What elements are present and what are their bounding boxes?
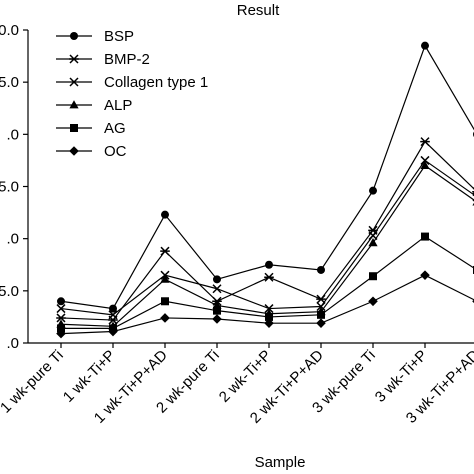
x-tick-label: 1 wk-pure Ti — [0, 347, 67, 417]
marker-square — [265, 312, 273, 321]
legend-entry: OC — [56, 143, 127, 160]
marker-diamond — [56, 328, 66, 339]
marker-diamond — [368, 296, 378, 307]
marker-square — [317, 310, 325, 319]
legend-label: AG — [104, 120, 126, 137]
marker-x — [69, 77, 79, 87]
marker-diamond — [420, 270, 430, 280]
series-bsp — [57, 41, 474, 313]
y-tick-label: 5.0 — [0, 179, 19, 196]
marker-asterisk — [160, 246, 170, 256]
legend-label: ALP — [104, 97, 132, 114]
marker-circle — [317, 265, 325, 274]
marker-square — [369, 272, 377, 281]
marker-triangle — [69, 100, 79, 109]
marker-diamond — [108, 326, 118, 337]
marker-diamond — [69, 146, 79, 156]
y-tick-label: .0 — [6, 231, 19, 248]
legend-label: OC — [104, 143, 127, 160]
marker-x — [56, 304, 66, 314]
marker-circle — [369, 186, 377, 195]
marker-circle — [421, 41, 429, 50]
marker-circle — [70, 32, 78, 40]
series-line — [60, 140, 474, 321]
marker-square — [213, 306, 221, 315]
marker-square — [421, 232, 429, 241]
y-axis-ticks: .0 5.0 .0 5.0 .0 5.0 0.0 — [0, 22, 28, 352]
series-collagen-type-1 — [56, 155, 474, 320]
series-oc — [56, 270, 474, 339]
x-axis-title: Sample — [255, 454, 306, 471]
marker-square — [161, 297, 169, 306]
chart-title: Result — [237, 2, 280, 19]
marker-circle — [161, 210, 169, 219]
marker-asterisk — [69, 54, 79, 64]
marker-triangle — [368, 238, 378, 247]
marker-asterisk — [264, 272, 274, 282]
legend-label: BSP — [104, 28, 134, 45]
legend-entry: AG — [56, 120, 126, 137]
marker-x — [212, 284, 222, 294]
marker-diamond — [160, 313, 170, 323]
legend-entry: ALP — [56, 97, 132, 114]
marker-square — [57, 324, 65, 333]
y-tick-label: 0.0 — [0, 22, 19, 39]
series-layer — [56, 41, 474, 339]
marker-circle — [57, 297, 65, 306]
series-bmp-2 — [56, 137, 474, 325]
marker-triangle — [160, 274, 170, 283]
marker-square — [70, 124, 78, 132]
marker-asterisk — [56, 313, 66, 323]
marker-diamond — [212, 314, 222, 324]
legend-entry: BMP-2 — [56, 51, 150, 68]
marker-x — [108, 310, 118, 320]
legend-entry: Collagen type 1 — [56, 74, 208, 91]
marker-circle — [109, 304, 117, 313]
x-axis-ticks: 1 wk-pure Ti1 wk-Ti+P1 wk-Ti+P+AD2 wk-pu… — [0, 343, 474, 427]
marker-circle — [265, 260, 273, 269]
marker-diamond — [264, 318, 274, 328]
marker-triangle — [420, 160, 430, 170]
legend-label: Collagen type 1 — [104, 74, 208, 91]
y-tick-label: 5.0 — [0, 283, 19, 300]
y-tick-label: 5.0 — [0, 74, 19, 91]
marker-x — [264, 304, 274, 314]
y-tick-label: .0 — [6, 335, 19, 352]
marker-asterisk — [420, 137, 430, 147]
y-tick-label: .0 — [6, 126, 19, 143]
legend-entry: BSP — [56, 28, 134, 45]
marker-x — [420, 155, 430, 165]
marker-circle — [213, 275, 221, 284]
marker-diamond — [316, 318, 326, 328]
legend: BSP BMP-2 Collagen type 1 ALP AG OC — [56, 28, 208, 160]
legend-label: BMP-2 — [104, 51, 150, 68]
